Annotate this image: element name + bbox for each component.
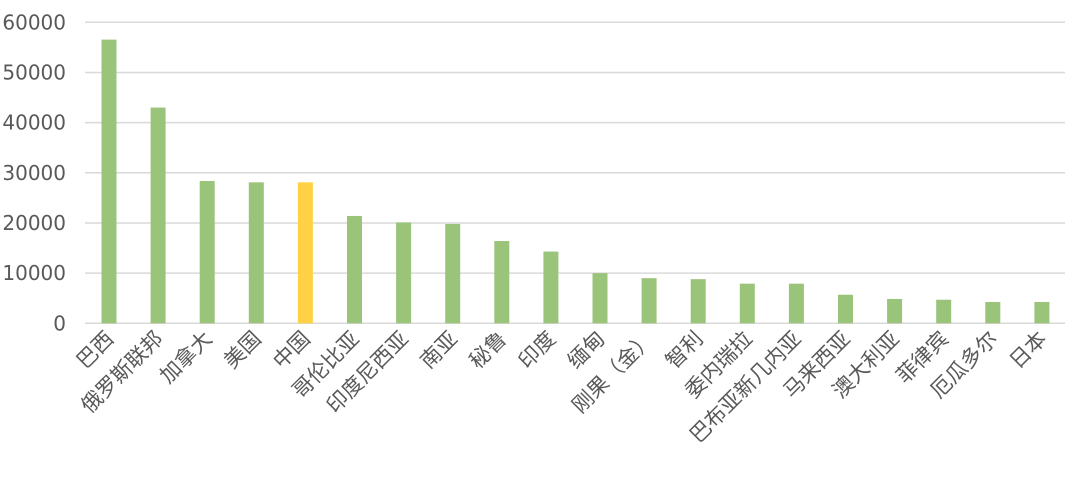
x-category-label: 印度 [514, 327, 561, 374]
bar [838, 294, 853, 324]
bar [641, 278, 657, 324]
bar [297, 182, 313, 324]
bar [494, 241, 510, 324]
x-category-label: 秘鲁 [465, 327, 512, 374]
x-category-label: 加拿大 [155, 327, 217, 389]
y-tick-label: 0 [53, 311, 66, 335]
y-tick-label: 30000 [2, 161, 66, 185]
x-category-label: 日本 [1005, 327, 1052, 374]
bar [396, 222, 412, 324]
bar [248, 182, 264, 324]
y-axis-tick-labels: 0 10000 20000 30000 40000 50000 60000 [2, 10, 66, 335]
bar [936, 299, 952, 324]
bar [199, 180, 215, 324]
bar [985, 301, 1001, 324]
y-tick-label: 10000 [2, 261, 66, 285]
bar [592, 273, 608, 324]
bar [543, 251, 559, 324]
bar [347, 215, 362, 324]
y-tick-label: 60000 [2, 10, 66, 34]
y-tick-label: 50000 [2, 60, 66, 84]
y-tick-label: 40000 [2, 111, 66, 135]
y-tick-label: 20000 [2, 211, 66, 235]
x-category-label: 美国 [219, 327, 266, 374]
bar [101, 39, 117, 324]
bar [1034, 301, 1050, 324]
bar [150, 107, 166, 324]
x-category-label: 南亚 [416, 327, 463, 374]
bar [887, 298, 903, 324]
bar [739, 283, 755, 324]
bars [101, 39, 1050, 324]
bar [445, 223, 461, 324]
gridlines [85, 21, 1065, 325]
bar [788, 283, 804, 324]
bar [690, 279, 706, 324]
